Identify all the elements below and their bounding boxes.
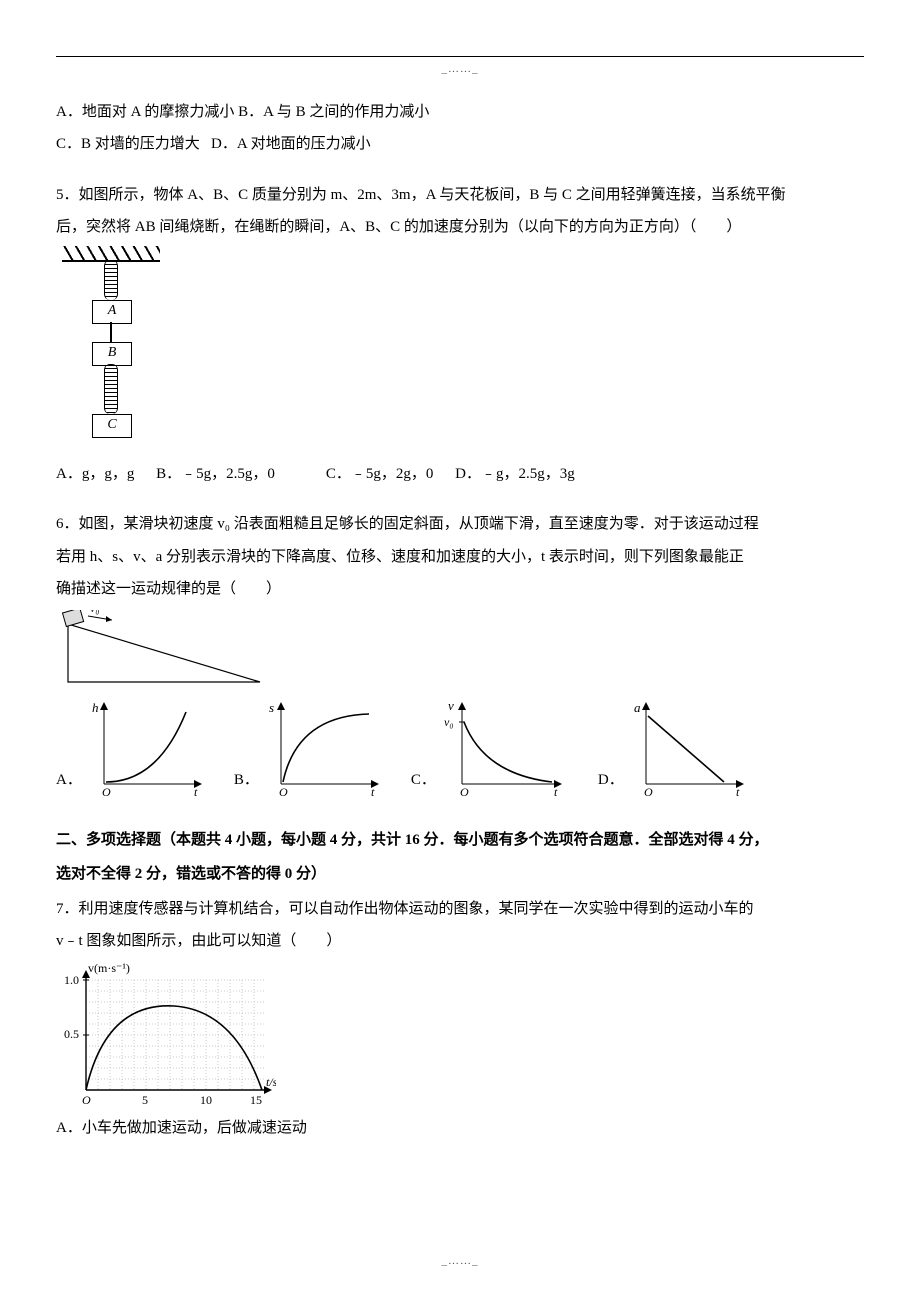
graph-a-icon: h O t bbox=[86, 698, 206, 798]
q6-graph-d: D． a O t bbox=[598, 698, 748, 798]
q5-options: A．g，g，g B．﹣5g，2.5g，0 C．﹣5g，2g，0 D．﹣g，2.5… bbox=[56, 460, 864, 489]
section2-head-line2: 选对不全得 2 分，错选或不答的得 0 分） bbox=[56, 860, 864, 889]
page-number-bottom: _……_ bbox=[0, 1251, 920, 1272]
svg-text:O: O bbox=[644, 785, 653, 798]
svg-text:15: 15 bbox=[250, 1093, 262, 1107]
rope-icon bbox=[110, 322, 112, 342]
q4-opt-c: C．B 对墙的压力增大 bbox=[56, 136, 200, 152]
q5-opt-a: A．g，g，g bbox=[56, 466, 134, 482]
svg-text:a: a bbox=[634, 700, 641, 715]
incline-icon: v₀ bbox=[60, 610, 270, 694]
q6-a-label: A． bbox=[56, 773, 82, 788]
svg-text:t/s: t/s bbox=[266, 1075, 276, 1089]
svg-text:t: t bbox=[736, 785, 740, 798]
q6-b-label: B． bbox=[234, 773, 259, 788]
q6-stem-line3: 确描述这一运动规律的是（ ） bbox=[56, 575, 864, 604]
box-c: C bbox=[92, 414, 132, 438]
q5-stem-line2: 后，突然将 AB 间绳烧断，在绳断的瞬间，A、B、C 的加速度分别为（以向下的方… bbox=[56, 213, 864, 242]
spring-bottom-icon bbox=[104, 364, 118, 414]
svg-text:1.0: 1.0 bbox=[64, 973, 79, 987]
page: _……_ A．地面对 A 的摩擦力减小 B．A 与 B 之间的作用力减小 C．B… bbox=[0, 0, 920, 1302]
svg-text:s: s bbox=[269, 700, 274, 715]
svg-text:v₀: v₀ bbox=[444, 715, 454, 729]
graph-c-icon: v v₀ O t bbox=[440, 698, 570, 798]
q6-graph-row: A． h O t B． bbox=[56, 698, 864, 798]
svg-text:O: O bbox=[460, 785, 469, 798]
q5-stem-line1: 5．如图所示，物体 A、B、C 质量分别为 m、2m、3m，A 与天花板间，B … bbox=[56, 181, 864, 210]
box-a: A bbox=[92, 300, 132, 324]
q5-diagram: A B C bbox=[62, 246, 160, 456]
q4-opt-b: B．A 与 B 之间的作用力减小 bbox=[238, 104, 429, 120]
q6: 6．如图，某滑块初速度 v₀ 沿表面粗糙且足够长的固定斜面，从顶端下滑，直至速度… bbox=[56, 510, 864, 798]
header-rule bbox=[56, 56, 864, 57]
svg-text:t: t bbox=[194, 785, 198, 798]
q7-stem-line2: v﹣t 图象如图所示，由此可以知道（ ） bbox=[56, 927, 864, 956]
v0-label: v₀ bbox=[90, 610, 100, 615]
q6-stem-line1: 6．如图，某滑块初速度 v₀ 沿表面粗糙且足够长的固定斜面，从顶端下滑，直至速度… bbox=[56, 510, 864, 539]
q5: 5．如图所示，物体 A、B、C 质量分别为 m、2m、3m，A 与天花板间，B … bbox=[56, 181, 864, 489]
q6-c-label: C． bbox=[411, 773, 436, 788]
q6-graph-c: C． v v₀ O t bbox=[411, 698, 570, 798]
graph-b-icon: s O t bbox=[263, 698, 383, 798]
svg-text:O: O bbox=[82, 1093, 91, 1107]
q6-stem-line2: 若用 h、s、v、a 分别表示滑块的下降高度、位移、速度和加速度的大小，t 表示… bbox=[56, 543, 864, 572]
page-number-top: _……_ bbox=[56, 59, 864, 80]
q7-stem-line1: 7．利用速度传感器与计算机结合，可以自动作出物体运动的图象，某同学在一次实验中得… bbox=[56, 895, 864, 924]
q6-graph-b: B． s O t bbox=[234, 698, 383, 798]
box-b: B bbox=[92, 342, 132, 366]
spring-top-icon bbox=[104, 260, 118, 300]
q5-opt-b: B．﹣5g，2.5g，0 bbox=[156, 466, 275, 482]
q5-opt-d: D．﹣g，2.5g，3g bbox=[455, 466, 575, 482]
q6-incline-diagram: v₀ bbox=[60, 610, 270, 694]
q4-options-line1: A．地面对 A 的摩擦力减小 B．A 与 B 之间的作用力减小 bbox=[56, 98, 864, 127]
svg-text:h: h bbox=[92, 700, 99, 715]
svg-text:5: 5 bbox=[142, 1093, 148, 1107]
svg-text:10: 10 bbox=[200, 1093, 212, 1107]
vt-graph-icon: v(m·s⁻¹) 0.5 bbox=[56, 960, 276, 1110]
q4-opt-a: A．地面对 A 的摩擦力减小 bbox=[56, 104, 234, 120]
q7-vt-graph: v(m·s⁻¹) 0.5 bbox=[56, 960, 276, 1110]
q5-opt-c: C．﹣5g，2g，0 bbox=[326, 466, 434, 482]
q4-opt-d: D．A 对地面的压力减小 bbox=[211, 136, 371, 152]
q7-opt-a: A．小车先做加速运动，后做减速运动 bbox=[56, 1114, 864, 1143]
q6-graph-a: A． h O t bbox=[56, 698, 206, 798]
graph-d-icon: a O t bbox=[628, 698, 748, 798]
svg-text:t: t bbox=[371, 785, 375, 798]
svg-text:O: O bbox=[102, 785, 111, 798]
svg-text:t: t bbox=[554, 785, 558, 798]
svg-text:v: v bbox=[448, 698, 454, 713]
svg-text:O: O bbox=[279, 785, 288, 798]
svg-text:0.5: 0.5 bbox=[64, 1027, 79, 1041]
q6-d-label: D． bbox=[598, 773, 624, 788]
svg-text:v(m·s⁻¹): v(m·s⁻¹) bbox=[88, 961, 130, 975]
section2-head-line1: 二、多项选择题（本题共 4 小题，每小题 4 分，共计 16 分．每小题有多个选… bbox=[56, 826, 864, 855]
q4-options-line2: C．B 对墙的压力增大 D．A 对地面的压力减小 bbox=[56, 130, 864, 159]
q7: 7．利用速度传感器与计算机结合，可以自动作出物体运动的图象，某同学在一次实验中得… bbox=[56, 895, 864, 1143]
